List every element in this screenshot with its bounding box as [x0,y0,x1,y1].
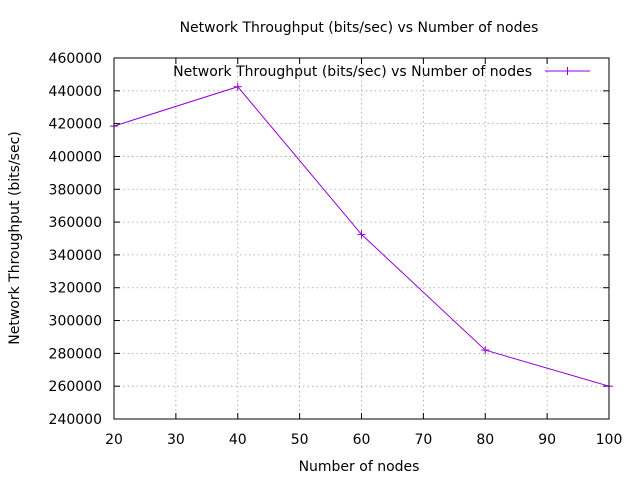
legend-marker [563,67,572,75]
grid-lines [114,58,609,419]
data-point-marker [481,346,490,355]
plot-frame [113,57,610,420]
y-tick-labels: 240000 260000 280000 300000 320000 340000 3600… [49,51,102,428]
data-point-marker [357,230,366,239]
x-tick-labels: 20 30 40 50 60 70 80 90 100 [105,432,622,448]
y-tick-label: 260000 [49,379,102,395]
y-tick-label: 420000 [49,117,102,133]
chart-title: Network Throughput (bits/sec) vs Number … [180,20,539,36]
x-tick-label: 70 [414,432,432,448]
x-tick-label: 100 [596,432,623,448]
y-tick-label: 240000 [49,412,102,428]
x-tick-label: 80 [476,432,494,448]
y-tick-label: 300000 [49,314,102,330]
y-tick-label: 320000 [49,281,102,297]
y-tick-label: 340000 [49,248,102,264]
y-tick-label: 460000 [49,51,102,67]
legend-line-sample [545,67,590,75]
y-tick-label: 400000 [49,149,102,165]
x-tick-label: 50 [291,432,309,448]
x-tick-label: 30 [167,432,185,448]
x-tick-label: 60 [353,432,371,448]
legend-label: Network Throughput (bits/sec) vs Number … [173,64,532,80]
y-tick-label: 280000 [49,346,102,362]
x-tick-label: 40 [229,432,247,448]
y-tick-label: 440000 [49,84,102,100]
series-layer [110,82,613,391]
x-axis-title: Number of nodes [299,459,420,475]
legend: Network Throughput (bits/sec) vs Number … [173,64,590,80]
data-point-marker [233,82,242,91]
x-tick-label: 20 [105,432,123,448]
y-axis-title: Network Throughput (bits/sec) [7,131,23,344]
y-tick-label: 360000 [49,215,102,231]
x-tick-label: 90 [538,432,556,448]
y-tick-label: 380000 [49,182,102,198]
